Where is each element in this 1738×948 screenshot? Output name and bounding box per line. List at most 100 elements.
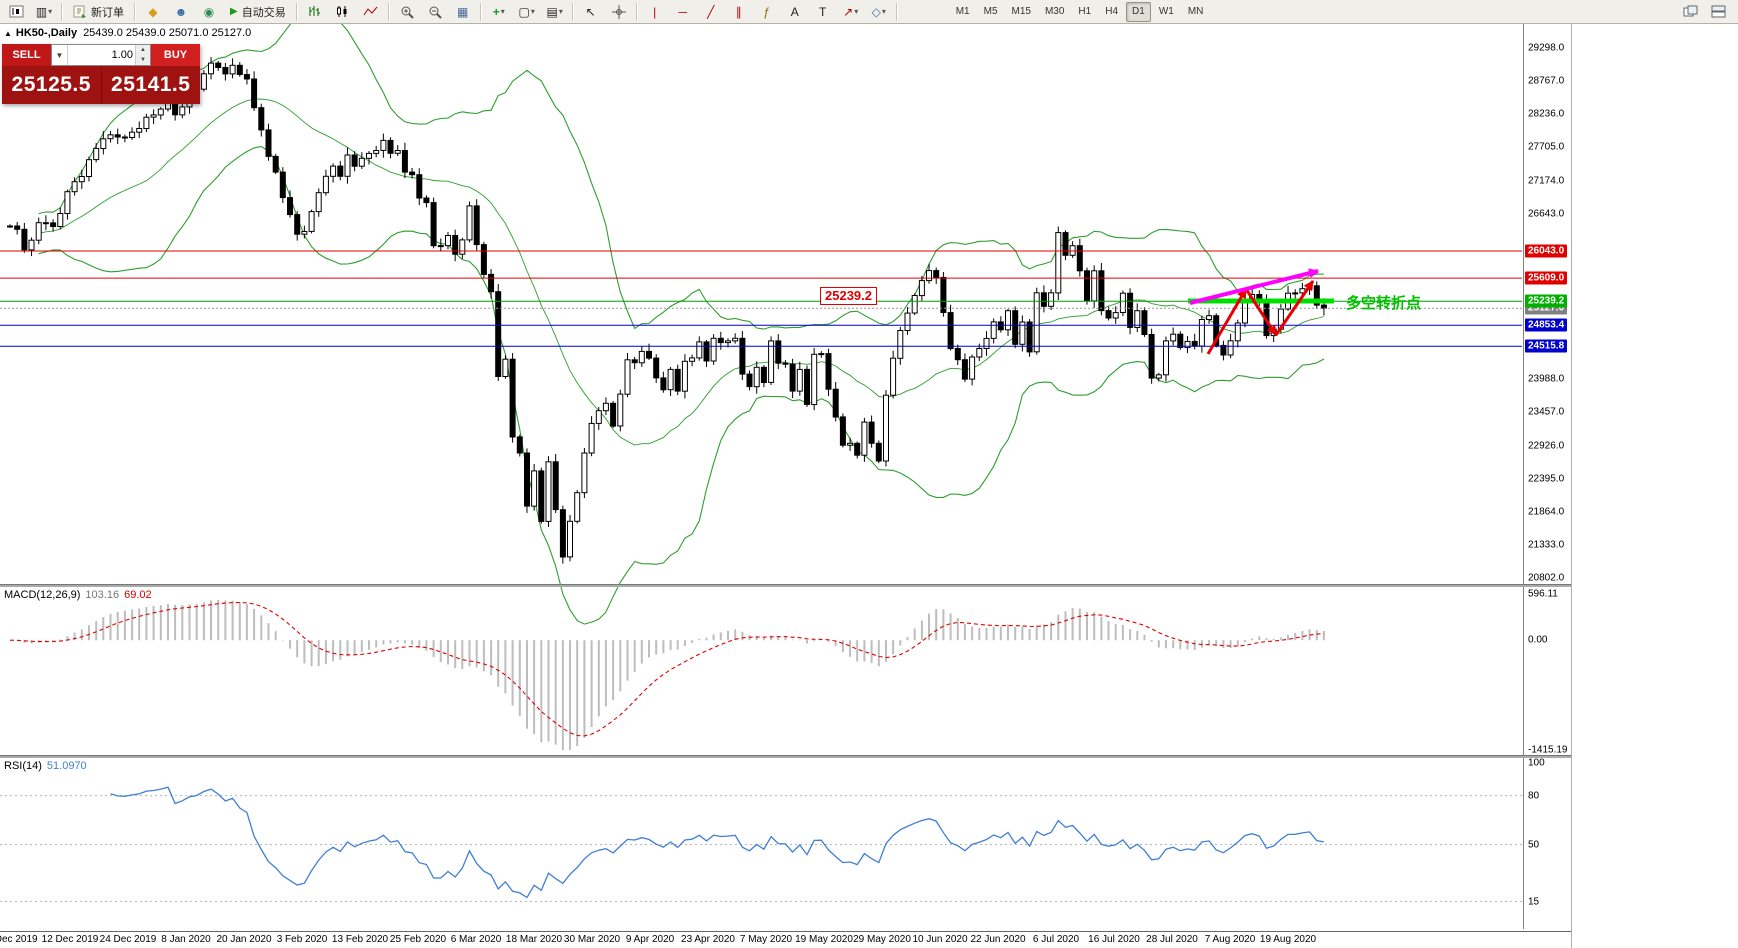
vertical-line-icon: |: [653, 4, 657, 19]
templates-icon: ▤: [546, 4, 558, 19]
profiles-button[interactable]: ▥ ▾: [31, 1, 57, 23]
candlestick-chart-button[interactable]: [330, 1, 356, 23]
market-watch-icon: ◆: [148, 4, 158, 19]
text-label-button[interactable]: T: [810, 1, 836, 23]
vertical-line-button[interactable]: |: [642, 1, 668, 23]
date-label: 28 Jul 2020: [1146, 934, 1198, 945]
red-zigzag-arrows[interactable]: [1206, 280, 1315, 355]
tile-horizontal-button[interactable]: [1705, 1, 1731, 23]
axis-tick: 28767.0: [1528, 75, 1565, 87]
market-watch-button[interactable]: ◆: [140, 1, 166, 23]
price-badge: 25239.2: [1525, 294, 1568, 308]
terminal-button[interactable]: ◉: [196, 1, 222, 23]
tile-windows-button[interactable]: ▦: [450, 1, 476, 23]
macd-signal-value: 69.02: [124, 589, 152, 601]
text-icon: A: [790, 4, 799, 19]
chart-window-hk50[interactable]: ▲ HK50-,Daily 25439.0 25439.0 25071.0 2512…: [0, 24, 1572, 948]
candlestick-chart-icon: [337, 6, 347, 17]
new-chart-button[interactable]: [3, 1, 29, 23]
price-badge: 25609.0: [1525, 271, 1568, 285]
cascade-windows-icon: [1683, 5, 1697, 17]
timeframe-button-W1[interactable]: W1: [1158, 6, 1174, 17]
volume-up-icon[interactable]: ▲: [136, 45, 150, 55]
date-label: 8 Jan 2020: [161, 934, 211, 945]
text-button[interactable]: A: [782, 1, 808, 23]
navigator-button[interactable]: ☻: [168, 1, 194, 23]
shapes-button[interactable]: ◇ ▾: [866, 1, 892, 23]
crosshair-icon: [611, 4, 626, 19]
arrows-button[interactable]: ↗ ▾: [838, 1, 864, 23]
timeframe-button-H1[interactable]: H1: [1078, 6, 1092, 17]
buy-button[interactable]: BUY: [151, 44, 200, 66]
line-chart-button[interactable]: [358, 1, 384, 23]
tile-windows-icon: ▦: [457, 4, 469, 19]
timeframe-button-D1[interactable]: D1: [1126, 1, 1151, 22]
sell-button[interactable]: SELL: [2, 44, 51, 66]
cascade-windows-button[interactable]: [1677, 1, 1703, 23]
axis-tick: 0.00: [1528, 634, 1548, 646]
fibonacci-button[interactable]: ƒ: [754, 1, 780, 23]
timeframe-button-M30[interactable]: M30: [1044, 6, 1065, 17]
zoom-in-button[interactable]: [394, 1, 420, 23]
buy-price-display[interactable]: 25141.5: [101, 66, 200, 104]
zoom-out-button[interactable]: [422, 1, 448, 23]
objects-icon: ▢: [518, 4, 530, 19]
date-label: 22 Jun 2020: [970, 934, 1026, 945]
bar-chart-icon: [309, 6, 321, 16]
volume-input[interactable]: [68, 45, 135, 65]
zoom-out-icon: [429, 6, 442, 19]
toolbar-separator: [134, 2, 136, 21]
axis-tick: 21333.0: [1528, 539, 1565, 551]
pane-splitter[interactable]: [0, 755, 1571, 758]
toolbar-separator: [635, 2, 638, 21]
timeframe-button-M5[interactable]: M5: [983, 6, 998, 17]
autotrading-label: 自动交易: [241, 6, 286, 19]
pane-splitter[interactable]: [0, 584, 1571, 587]
axis-tick: 28236.0: [1528, 108, 1565, 120]
collapse-arrow-icon[interactable]: ▲: [4, 29, 12, 38]
axis-tick: 100: [1528, 757, 1545, 769]
templates-button[interactable]: ▤ ▾: [542, 1, 568, 23]
date-label: 2 Dec 2019: [0, 934, 38, 945]
volume-stepper[interactable]: ▲ ▼: [135, 45, 150, 65]
date-label: 29 May 2020: [853, 934, 911, 945]
timeframe-button-M15[interactable]: M15: [1011, 6, 1031, 17]
date-label: 18 Mar 2020: [505, 934, 563, 945]
timeframe-button-H4[interactable]: H4: [1105, 6, 1119, 17]
date-label: 9 Apr 2020: [625, 934, 675, 945]
volume-dropdown-icon[interactable]: ▼: [52, 45, 68, 65]
axis-tick: 23988.0: [1528, 373, 1565, 385]
new-order-button[interactable]: 新订单: [67, 1, 130, 23]
sell-price-display[interactable]: 25125.5: [2, 66, 102, 104]
chart-plot-area[interactable]: [0, 24, 1522, 929]
date-label: 10 Jun 2020: [912, 934, 968, 945]
bar-chart-button[interactable]: [302, 1, 328, 23]
date-label: 19 May 2020: [795, 934, 853, 945]
volume-down-icon[interactable]: ▼: [136, 55, 150, 65]
crosshair-button[interactable]: [606, 1, 632, 23]
turning-point-label[interactable]: 多空转折点: [1346, 295, 1422, 312]
axis-tick: 22395.0: [1528, 473, 1565, 485]
toolbar-separator: [295, 2, 298, 21]
timeframe-button-M1[interactable]: M1: [955, 6, 970, 17]
one-click-trading-panel: SELL ▼ ▲▼ BUY 25125.5 25141.5: [2, 44, 200, 104]
channel-button[interactable]: ∥: [726, 1, 752, 23]
horizontal-line-icon: ─: [678, 4, 687, 19]
axis-tick: 26643.0: [1528, 208, 1565, 220]
autotrading-button[interactable]: ▶ 自动交易: [224, 1, 292, 23]
price-axis[interactable]: 29298.0 28767.0 28236.0 27705.0 27174.0 26643…: [1523, 24, 1571, 929]
trendline-button[interactable]: ╱: [698, 1, 724, 23]
magenta-trend-arrow[interactable]: [1189, 268, 1319, 305]
profiles-icon: ▥: [35, 4, 48, 19]
cursor-button[interactable]: ↖: [578, 1, 604, 23]
rsi-label: RSI(14) 51.0970: [4, 760, 87, 772]
horizontal-line-button[interactable]: ─: [670, 1, 696, 23]
objects-list-button[interactable]: ▢ ▾: [514, 1, 540, 23]
price-badge: 24853.4: [1525, 318, 1568, 332]
navigator-icon: ☻: [174, 4, 188, 19]
axis-tick: 29298.0: [1528, 42, 1565, 54]
price-callout-object[interactable]: 25239.2: [820, 287, 877, 305]
indicators-button[interactable]: + ▾: [486, 1, 512, 23]
timeframe-button-MN[interactable]: MN: [1187, 6, 1204, 17]
